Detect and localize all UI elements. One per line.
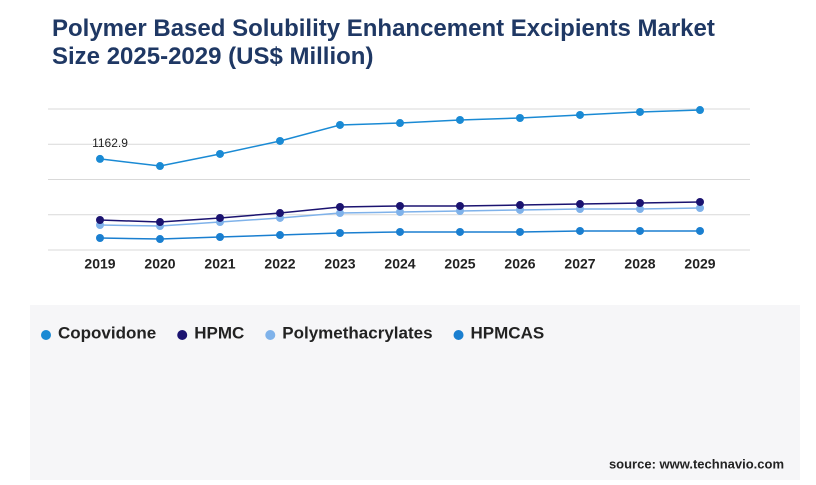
point — [516, 201, 524, 210]
point — [576, 226, 584, 235]
point — [96, 154, 104, 163]
point — [336, 209, 344, 218]
point — [636, 199, 644, 207]
point — [696, 106, 704, 115]
point — [396, 227, 404, 236]
legend-item: HPMCAS — [453, 323, 545, 342]
point — [216, 232, 224, 241]
x-tick-label: 2021 — [204, 256, 235, 272]
point — [516, 227, 524, 236]
point — [696, 204, 704, 213]
point — [336, 120, 344, 129]
point — [156, 162, 164, 171]
legend-label: HPMCAS — [471, 323, 545, 342]
point — [276, 136, 284, 145]
point — [456, 227, 464, 236]
point — [396, 201, 404, 210]
point — [636, 107, 644, 116]
point — [636, 226, 644, 235]
point — [516, 114, 524, 123]
point — [576, 110, 584, 119]
point — [216, 149, 224, 158]
point — [216, 213, 224, 222]
legend-marker — [453, 330, 464, 340]
x-tick-label: 2024 — [384, 256, 415, 272]
point — [336, 202, 344, 211]
x-tick-label: 2020 — [144, 256, 175, 272]
point — [696, 226, 704, 235]
point — [276, 209, 284, 218]
legend-marker — [265, 330, 276, 340]
legend-item: Polymethacrylates — [265, 323, 433, 342]
legend-label: Copovidone — [58, 323, 156, 342]
point — [156, 218, 164, 227]
point — [696, 197, 704, 206]
point — [396, 208, 404, 217]
chart-title: Polymer Based Solubility Enhancement Exc… — [52, 15, 715, 70]
series-line — [99, 109, 701, 167]
x-tick-label: 2029 — [684, 256, 715, 272]
legend-item: Copovidone — [41, 323, 156, 342]
point — [96, 215, 104, 224]
source: source: www.technavio.com — [609, 456, 784, 471]
x-tick-label: 2027 — [564, 256, 595, 272]
legend-panel — [30, 305, 800, 480]
point — [156, 235, 164, 244]
x-tick-label: 2028 — [624, 256, 655, 272]
x-tick-label: 2019 — [84, 256, 115, 272]
point — [336, 229, 344, 238]
x-tick-label: 2025 — [444, 256, 475, 272]
point — [456, 201, 464, 210]
point — [456, 115, 464, 124]
legend-label: Polymethacrylates — [282, 323, 432, 342]
point — [576, 200, 584, 209]
legend-item: HPMC — [177, 323, 244, 342]
legend-label: HPMC — [194, 323, 244, 342]
x-tick-label: 2022 — [264, 256, 295, 272]
point — [396, 119, 404, 128]
point — [96, 234, 104, 243]
data-label: 1162.9 — [92, 136, 128, 150]
point — [636, 205, 644, 214]
x-tick-label: 2023 — [324, 256, 355, 272]
legend-marker — [41, 330, 51, 340]
point — [276, 231, 284, 240]
x-tick-label: 2026 — [504, 256, 535, 272]
legend-marker — [177, 330, 188, 340]
